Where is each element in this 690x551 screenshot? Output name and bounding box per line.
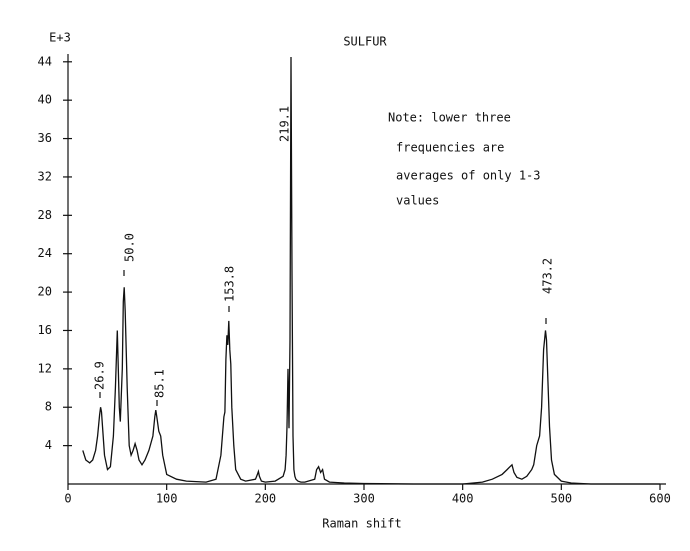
y-axis-label: E+3 [49, 31, 71, 45]
x-axis-label: Raman shift [322, 517, 401, 531]
y-tick-label: 24 [38, 246, 52, 260]
y-tick-label: 16 [38, 323, 52, 337]
spectrum-line [82, 56, 660, 485]
peak-label: 219.1 [278, 106, 292, 142]
x-tick-label: 300 [353, 492, 375, 506]
chart-title: SULFUR [343, 35, 387, 49]
x-tick-label: 200 [254, 492, 276, 506]
x-tick-label: 500 [550, 492, 572, 506]
x-tick-label: 0 [64, 492, 71, 506]
peak-label: 50.0 [123, 233, 137, 262]
y-tick-label: 40 [38, 93, 52, 107]
x-tick-label: 600 [649, 492, 671, 506]
x-tick-label: 100 [156, 492, 178, 506]
peak-label: 85.1 [153, 369, 167, 398]
x-tick-label: 400 [452, 492, 474, 506]
note-line: averages of only 1-3 [396, 169, 541, 183]
y-tick-label: 32 [38, 169, 52, 183]
y-tick-label: 8 [45, 400, 52, 414]
y-tick-label: 28 [38, 208, 52, 222]
peak-label: 26.9 [93, 361, 107, 390]
y-tick-label: 12 [38, 361, 52, 375]
note-line: Note: lower three [388, 111, 511, 125]
peak-label: 473.2 [541, 258, 555, 294]
note-line: values [396, 194, 439, 208]
y-tick-label: 4 [45, 438, 52, 452]
note-line: frequencies are [396, 141, 504, 155]
y-tick-label: 44 [38, 54, 52, 68]
y-tick-label: 36 [38, 131, 52, 145]
peak-label: 153.8 [223, 266, 237, 302]
y-tick-label: 20 [38, 285, 52, 299]
